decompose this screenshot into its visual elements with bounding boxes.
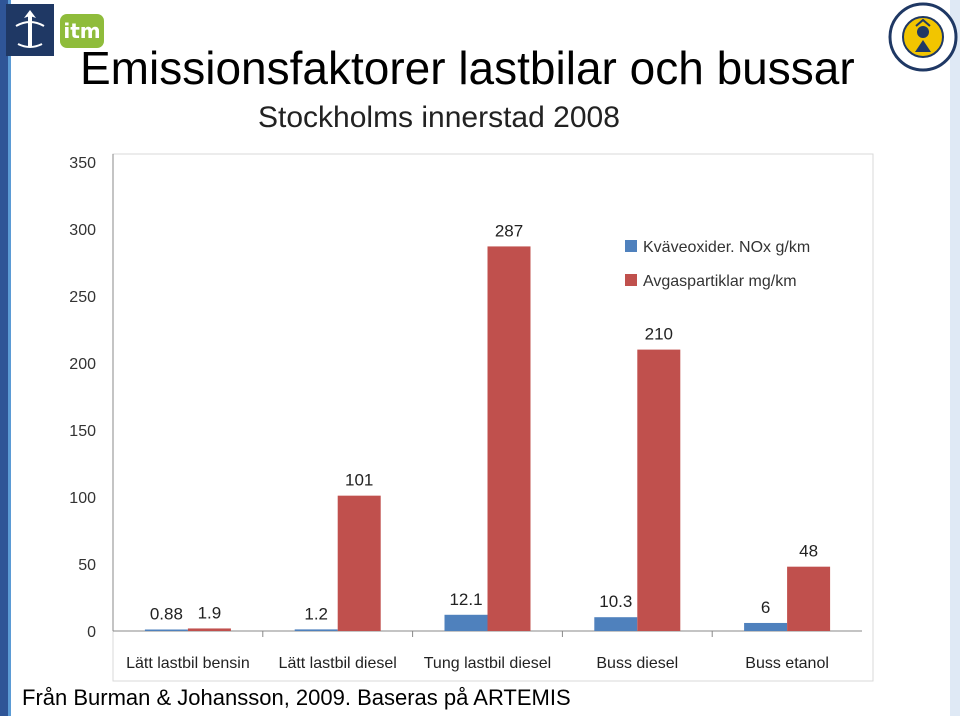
itm-logo: itm [60, 14, 104, 48]
left-accent-stripe [8, 0, 11, 716]
y-tick-label: 300 [69, 222, 96, 239]
bar-nox [144, 629, 188, 631]
left-accent-bar [0, 0, 8, 716]
data-label: 287 [495, 221, 523, 240]
right-accent-bar [950, 0, 960, 716]
category-label: Lätt lastbil bensin [126, 655, 250, 672]
data-label: 12.1 [449, 590, 482, 609]
bar-nox [294, 629, 338, 631]
bar-nox [744, 622, 788, 631]
bar-particles [487, 246, 531, 632]
legend-label: Kväveoxider. NOx g/km [643, 239, 810, 256]
slide-title: Emissionsfaktorer lastbilar och bussar [80, 42, 855, 94]
y-tick-label: 200 [69, 356, 96, 373]
legend-swatch [625, 274, 637, 286]
bar-particles [637, 349, 681, 631]
legend-label: Avgaspartiklar mg/km [643, 273, 797, 290]
y-tick-label: 250 [69, 289, 96, 306]
data-label: 210 [645, 325, 673, 344]
data-label: 1.9 [198, 603, 222, 622]
data-label: 1.2 [304, 604, 328, 623]
data-label: 6 [761, 598, 770, 617]
source-note: Från Burman & Johansson, 2009. Baseras p… [22, 685, 571, 710]
category-label: Buss etanol [745, 655, 829, 672]
y-tick-label: 50 [78, 557, 96, 574]
y-tick-label: 350 [69, 155, 96, 172]
data-label: 48 [799, 542, 818, 561]
bar-nox [594, 617, 638, 631]
data-label: 101 [345, 471, 373, 490]
category-label: Tung lastbil diesel [424, 655, 551, 672]
y-tick-label: 150 [69, 423, 96, 440]
data-label: 10.3 [599, 592, 632, 611]
legend-swatch [625, 240, 637, 252]
y-tick-label: 100 [69, 490, 96, 507]
y-tick-label: 0 [87, 624, 96, 641]
bar-particles [787, 566, 831, 631]
category-label: Buss diesel [596, 655, 678, 672]
slide-subtitle: Stockholms innerstad 2008 [258, 101, 620, 134]
bar-nox [444, 614, 488, 631]
stockholm-seal-icon [888, 2, 958, 72]
bar-particles [337, 495, 381, 631]
bar-particles [187, 628, 231, 631]
category-label: Lätt lastbil diesel [279, 655, 397, 672]
data-label: 0.88 [150, 605, 183, 624]
kth-logo-icon [6, 4, 54, 56]
